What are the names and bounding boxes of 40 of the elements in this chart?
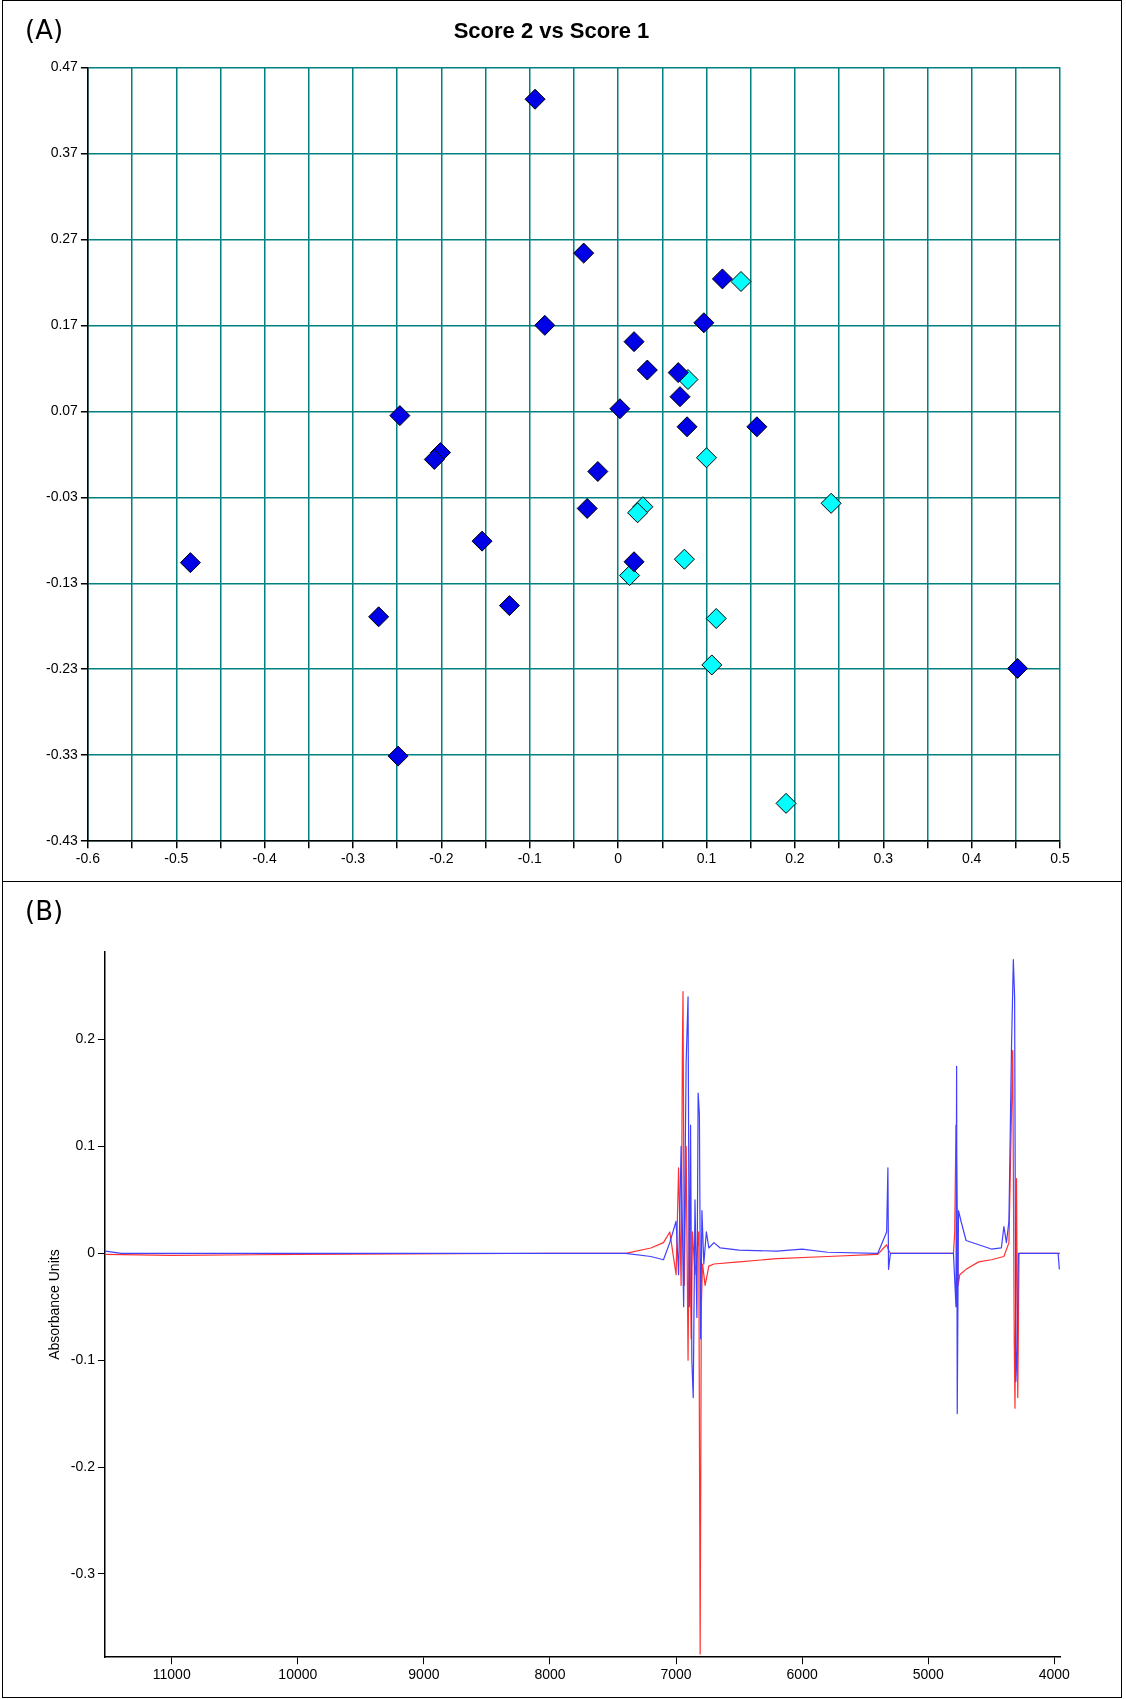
chart-title: Score 2 vs Score 1 <box>453 18 650 44</box>
x-tick-label: 0.1 <box>696 850 717 867</box>
y-tick-label: 0.17 <box>50 316 79 333</box>
x-tick-label: -0.3 <box>340 850 366 867</box>
x-tick-label: -0.4 <box>252 850 277 867</box>
x-tick-label: 5000 <box>912 1666 945 1683</box>
x-tick-label: 8000 <box>534 1666 566 1683</box>
y-tick-label: 0.27 <box>50 230 79 247</box>
y-tick-label: 0.07 <box>50 402 79 419</box>
y-tick-label: -0.23 <box>45 660 79 677</box>
x-tick-label: 0 <box>614 850 623 867</box>
y-axis-title: Absorbance Units <box>46 1249 63 1360</box>
x-tick-label: 0.4 <box>961 850 982 867</box>
x-tick-label: -0.1 <box>517 850 543 867</box>
y-tick-label: 0.2 <box>75 1030 96 1047</box>
y-tick-label: 0.1 <box>75 1137 96 1154</box>
y-tick-label: 0 <box>87 1244 96 1261</box>
x-tick-label: 4000 <box>1038 1666 1071 1683</box>
x-tick-label: 0.5 <box>1050 850 1070 867</box>
x-tick-label: 0.2 <box>785 850 805 867</box>
y-tick-label: -0.43 <box>45 832 79 849</box>
y-tick-label: -0.33 <box>45 746 79 763</box>
x-tick-label: 9000 <box>408 1666 440 1683</box>
y-tick-label: 0.47 <box>50 58 79 75</box>
text: (B) <box>25 895 64 926</box>
y-tick-label: -0.03 <box>45 488 79 505</box>
x-tick-label: -0.2 <box>429 850 454 867</box>
x-tick-label: 11000 <box>152 1666 191 1683</box>
x-tick-label: 7000 <box>660 1666 692 1683</box>
y-tick-label: -0.2 <box>70 1457 96 1474</box>
y-tick-label: -0.1 <box>70 1351 96 1368</box>
x-tick-label: 0.3 <box>873 850 894 867</box>
x-tick-label: -0.5 <box>164 850 189 867</box>
y-tick-label: 0.37 <box>50 144 79 161</box>
y-tick-label: -0.13 <box>45 574 79 591</box>
x-tick-label: -0.6 <box>75 850 101 867</box>
text: (A) <box>25 14 64 45</box>
y-tick-label: -0.3 <box>70 1564 96 1581</box>
x-tick-label: 10000 <box>278 1666 318 1683</box>
x-tick-label: 6000 <box>786 1666 818 1683</box>
